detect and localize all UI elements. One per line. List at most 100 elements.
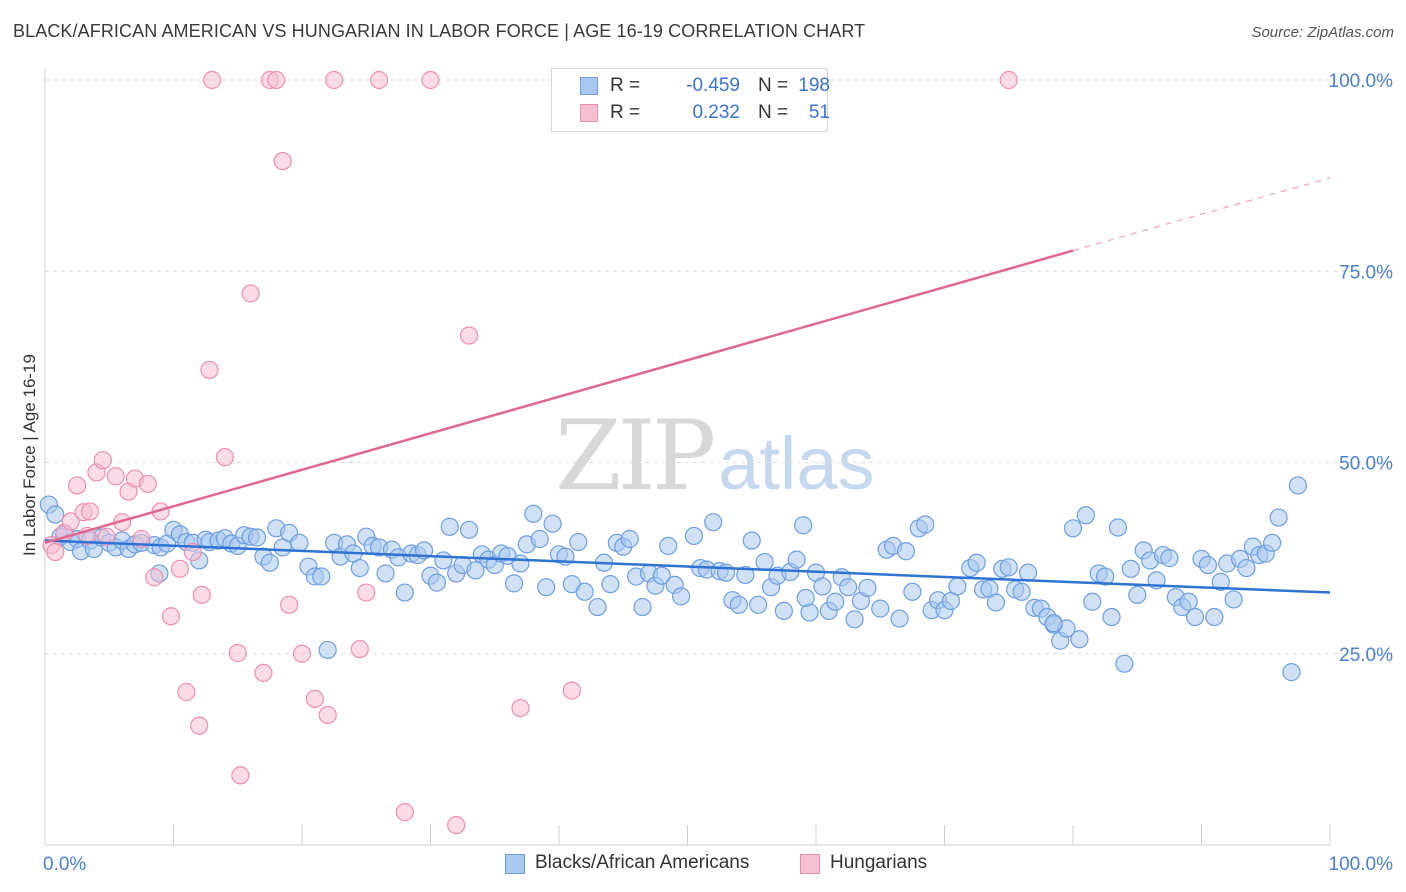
point-hungarians	[190, 716, 209, 735]
point-blacks	[350, 558, 369, 578]
point-blacks	[434, 551, 453, 570]
point-blacks	[312, 567, 331, 586]
point-hungarians	[202, 70, 222, 90]
axes	[44, 68, 1331, 846]
point-blacks	[916, 515, 935, 534]
point-hungarians	[267, 70, 286, 90]
point-hungarians	[170, 559, 190, 578]
point-blacks	[652, 566, 671, 585]
point-blacks	[794, 516, 813, 535]
chart-title: BLACK/AFRICAN AMERICAN VS HUNGARIAN IN L…	[13, 21, 866, 41]
correlation-legend: R = -0.459 N = 198 R = 0.232 N = 51	[551, 68, 830, 132]
trend-line-blacks	[44, 539, 1331, 594]
trend-line-hungarians-projection	[1072, 177, 1331, 252]
point-blacks	[986, 593, 1006, 612]
point-hungarians	[447, 816, 466, 835]
point-hungarians	[254, 663, 273, 682]
point-blacks	[659, 536, 678, 555]
point-blacks	[530, 529, 549, 549]
point-blacks	[1012, 582, 1031, 601]
point-blacks	[1179, 592, 1198, 611]
point-hungarians	[46, 542, 65, 562]
legend-swatch-pink	[800, 854, 820, 874]
legend-n-value: 198	[798, 75, 830, 96]
point-hungarians	[370, 70, 389, 90]
y-tick-label: 50.0%	[1339, 454, 1393, 475]
legend-n-label: N =	[758, 102, 789, 123]
point-blacks	[376, 564, 395, 583]
point-blacks	[871, 599, 890, 618]
y-tick-label: 100.0%	[1329, 71, 1394, 92]
point-hungarians	[459, 326, 479, 345]
point-blacks	[1018, 563, 1038, 582]
point-hungarians	[318, 705, 337, 725]
point-blacks	[1237, 558, 1256, 578]
point-hungarians	[999, 70, 1018, 90]
point-blacks	[46, 505, 65, 524]
point-blacks	[1108, 518, 1128, 537]
legend-r-value: -0.459	[686, 75, 740, 96]
point-blacks	[826, 592, 845, 611]
legend-swatch-blue	[505, 854, 525, 874]
legend-r-label: R =	[610, 75, 641, 96]
source-label: Source: ZipAtlas.com	[1251, 24, 1394, 41]
point-blacks	[896, 542, 916, 561]
point-hungarians	[350, 640, 369, 659]
legend-n-label: N =	[758, 75, 789, 96]
point-blacks	[601, 575, 620, 594]
point-blacks	[1128, 585, 1147, 604]
point-blacks	[318, 640, 337, 660]
watermark-zip: ZIP	[555, 400, 716, 512]
point-hungarians	[68, 476, 87, 495]
point-blacks	[1160, 549, 1179, 568]
point-blacks	[999, 558, 1018, 577]
trend-line-hungarians	[44, 249, 1074, 545]
point-blacks	[1288, 476, 1307, 495]
point-hungarians	[357, 583, 376, 602]
point-hungarians	[292, 644, 312, 663]
point-blacks	[787, 550, 806, 569]
legend-label: Hungarians	[830, 852, 928, 873]
point-blacks	[588, 597, 607, 617]
point-blacks	[890, 609, 909, 628]
point-blacks	[1263, 533, 1282, 552]
point-hungarians	[97, 527, 116, 546]
point-blacks	[569, 532, 588, 552]
series-hungarians-points	[42, 70, 1018, 835]
point-hungarians	[145, 568, 164, 587]
point-blacks	[543, 514, 562, 533]
point-blacks	[729, 595, 749, 614]
y-tick-label: 25.0%	[1339, 645, 1393, 666]
x-tick-label: 100.0%	[1329, 854, 1394, 875]
point-blacks	[1282, 663, 1301, 682]
legend-n-value: 51	[808, 102, 830, 123]
point-blacks	[813, 577, 832, 596]
legend-swatch-pink	[580, 104, 598, 122]
point-blacks	[504, 574, 524, 593]
point-hungarians	[192, 585, 211, 604]
watermark: ZIPatlas	[555, 400, 875, 512]
legend-label: Blacks/African Americans	[535, 852, 750, 873]
point-hungarians	[138, 474, 157, 494]
trend-lines	[44, 177, 1331, 594]
point-blacks	[537, 578, 556, 597]
point-blacks	[1211, 572, 1230, 591]
point-blacks	[736, 565, 755, 585]
point-blacks	[1115, 654, 1134, 673]
point-blacks	[755, 552, 774, 572]
point-blacks	[290, 533, 309, 552]
point-blacks	[633, 597, 652, 617]
point-hungarians	[61, 512, 80, 531]
y-tick-label: 75.0%	[1339, 262, 1393, 283]
point-blacks	[1063, 519, 1083, 538]
legend-r-value: 0.232	[692, 102, 740, 123]
point-blacks	[1205, 607, 1224, 627]
point-hungarians	[325, 70, 344, 90]
point-hungarians	[231, 766, 250, 785]
x-tick-label: 0.0%	[43, 854, 86, 875]
point-hungarians	[421, 70, 440, 90]
point-blacks	[671, 587, 691, 606]
point-blacks	[395, 583, 414, 602]
point-blacks	[1121, 559, 1140, 578]
